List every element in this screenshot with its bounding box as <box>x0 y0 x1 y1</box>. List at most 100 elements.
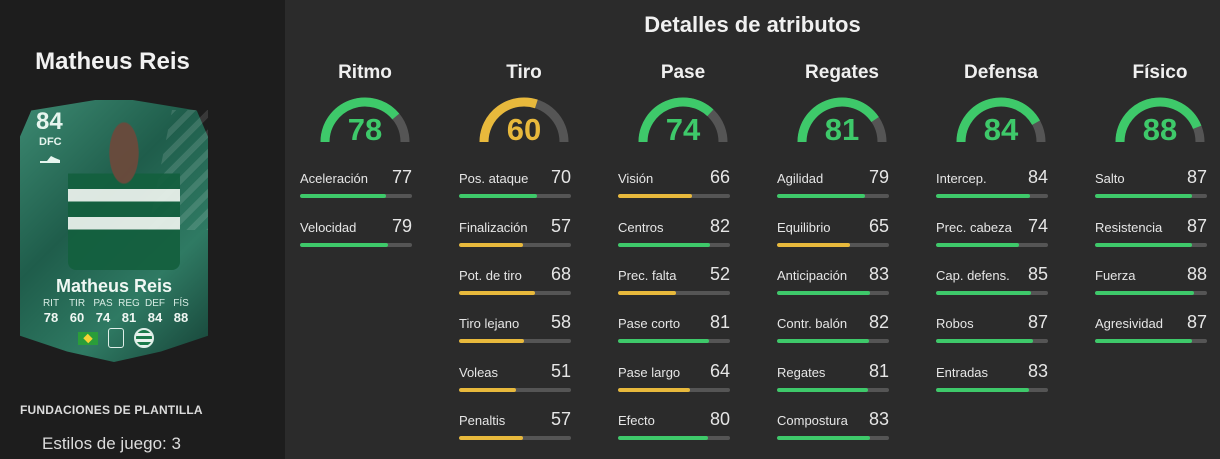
attribute-bar-fill <box>618 291 677 295</box>
card-stat-value: 84 <box>147 310 163 325</box>
card-stat-label: PAS <box>93 298 113 309</box>
card-stat-value: 60 <box>69 310 85 325</box>
category-1: Tiro 60 <box>444 62 604 147</box>
gauge-fill <box>638 97 714 143</box>
attribute-value: 82 <box>868 312 889 332</box>
attribute-bar <box>459 194 571 198</box>
attribute-bar-fill <box>777 291 870 295</box>
attribute-bar-fill <box>618 194 692 198</box>
attribute-label: Cap. defens. <box>936 268 1010 283</box>
attribute-bar <box>300 243 412 247</box>
category-rating: 78 <box>347 112 383 147</box>
attribute-value: 82 <box>709 216 730 236</box>
attribute-value: 58 <box>550 312 571 332</box>
gauge-arc <box>479 97 569 143</box>
player-name: Matheus Reis <box>35 48 190 75</box>
card-position: DFC <box>39 136 62 148</box>
attribute-bar <box>777 243 889 247</box>
attribute-bar <box>936 339 1048 343</box>
attribute-value: 81 <box>709 312 730 332</box>
attribute-bar-fill <box>936 194 1031 198</box>
attribute-label: Pase corto <box>618 316 681 331</box>
gauge-arc <box>797 97 887 143</box>
attribute-bar-fill <box>459 436 523 440</box>
card-stat: RIT 78 <box>38 298 64 325</box>
attribute-bar-fill <box>1095 339 1193 343</box>
card-stat: REG 81 <box>116 298 142 325</box>
gauge-fill <box>320 97 400 143</box>
category-gauge: 88 <box>1112 94 1208 147</box>
card-player-name: Matheus Reis <box>55 276 173 296</box>
attribute-label: Pase largo <box>618 365 681 380</box>
attribute-label: Agresividad <box>1095 316 1163 331</box>
attribute-bar <box>459 388 571 392</box>
attribute-bar-fill <box>777 436 870 440</box>
category-rating: 60 <box>506 112 542 147</box>
category-title: Tiro <box>506 62 542 83</box>
attribute-bar <box>618 388 730 392</box>
playstyles-label[interactable]: Estilos de juego: 3 <box>42 434 181 453</box>
attribute-bar-fill <box>618 388 690 392</box>
nation-flag-icon <box>78 331 98 345</box>
attribute-value: 88 <box>1186 264 1207 284</box>
attribute-bar-fill <box>300 194 387 198</box>
gauge-arc <box>320 97 410 143</box>
card-stat-value: 88 <box>173 310 189 325</box>
player-photo <box>68 114 180 270</box>
attribute-bar <box>618 243 730 247</box>
attribute-value: 51 <box>550 361 571 381</box>
attribute-bar <box>459 243 571 247</box>
attribute-bar <box>618 339 730 343</box>
category-title: Defensa <box>964 62 1038 83</box>
category-title: Físico <box>1132 62 1188 83</box>
attribute-label: Prec. cabeza <box>936 220 1012 235</box>
player-card[interactable]: 84 DFC Matheus Reis RIT 78 TIR 60 PAS 74… <box>20 100 208 362</box>
attribute-label: Finalización <box>459 220 528 235</box>
attribute-label: Agilidad <box>777 171 824 186</box>
attribute-bar-fill <box>459 388 517 392</box>
category-title: Ritmo <box>338 62 392 83</box>
attribute-bar-fill <box>777 339 869 343</box>
attribute-bar-fill <box>459 339 524 343</box>
attribute-bar-fill <box>936 388 1029 392</box>
gauge-fill <box>956 97 1040 143</box>
card-stat-label: TIR <box>68 298 86 309</box>
attribute-label: Resistencia <box>1095 220 1163 235</box>
attribute-bar <box>300 194 412 198</box>
attribute-value: 83 <box>868 264 889 284</box>
attribute-value: 83 <box>1027 361 1048 381</box>
attribute-bar-fill <box>1095 291 1194 295</box>
attribute-value: 57 <box>550 409 571 429</box>
attribute-bar <box>1095 339 1207 343</box>
attribute-bar <box>777 388 889 392</box>
card-stat: TIR 60 <box>64 298 90 325</box>
attribute-label: Tiro lejano <box>459 316 520 331</box>
attribute-bar <box>459 339 571 343</box>
attribute-bar <box>1095 194 1207 198</box>
card-stat: PAS 74 <box>90 298 116 325</box>
attribute-bar-fill <box>300 243 389 247</box>
attribute-value: 68 <box>550 264 571 284</box>
category-rating: 81 <box>824 112 860 147</box>
attribute-label: Compostura <box>777 413 848 428</box>
club-crest-icon <box>134 328 154 348</box>
attribute-value: 79 <box>391 216 412 236</box>
category-gauge: 81 <box>794 94 890 147</box>
attribute-bar-fill <box>1095 243 1193 247</box>
attribute-value: 87 <box>1027 312 1048 332</box>
attribute-value: 70 <box>550 167 571 187</box>
attribute-value: 66 <box>709 167 730 187</box>
attribute-bar-fill <box>618 243 710 247</box>
attribute-value: 81 <box>868 361 889 381</box>
card-stats: RIT 78 TIR 60 PAS 74 REG 81 DEF 84 FÍS 8… <box>38 298 194 325</box>
attribute-value: 79 <box>868 167 889 187</box>
boot-icon <box>40 156 60 163</box>
attribute-label: Equilibrio <box>777 220 831 235</box>
attribute-value: 52 <box>709 264 730 284</box>
player-panel: Matheus Reis 84 DFC Matheus Reis RIT 78 … <box>0 0 285 459</box>
attribute-value: 87 <box>1186 216 1207 236</box>
gauge-fill <box>1115 97 1202 143</box>
attribute-value: 57 <box>550 216 571 236</box>
attribute-bar-fill <box>1095 194 1193 198</box>
attribute-bar-fill <box>777 388 868 392</box>
